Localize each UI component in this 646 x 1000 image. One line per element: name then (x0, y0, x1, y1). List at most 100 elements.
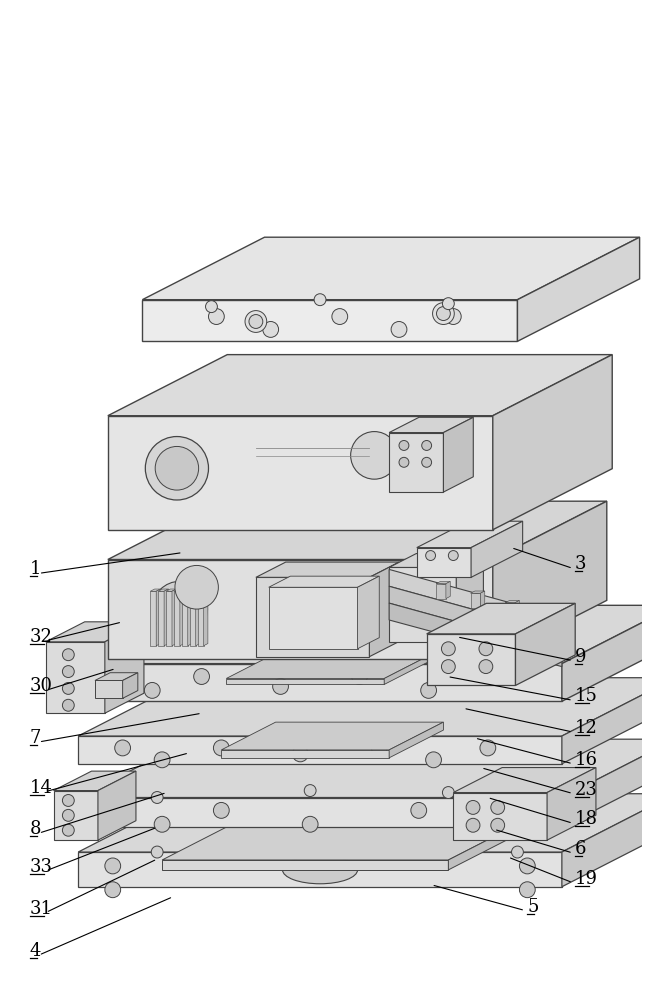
Circle shape (304, 785, 316, 797)
Polygon shape (417, 521, 523, 548)
Circle shape (426, 551, 435, 560)
Polygon shape (78, 664, 562, 701)
Circle shape (466, 818, 480, 832)
Circle shape (115, 669, 130, 684)
Circle shape (443, 787, 454, 798)
Polygon shape (222, 750, 389, 758)
Circle shape (519, 882, 536, 898)
Circle shape (411, 802, 426, 818)
Circle shape (275, 839, 286, 851)
Polygon shape (505, 603, 515, 618)
Polygon shape (198, 589, 208, 591)
Circle shape (194, 669, 209, 684)
Polygon shape (182, 591, 188, 646)
Polygon shape (357, 576, 379, 649)
Polygon shape (515, 601, 519, 618)
Circle shape (105, 802, 121, 818)
Polygon shape (389, 567, 456, 642)
Circle shape (421, 682, 437, 698)
Polygon shape (108, 560, 493, 659)
Polygon shape (180, 589, 184, 646)
Polygon shape (493, 355, 612, 530)
Text: 4: 4 (30, 942, 41, 960)
Circle shape (63, 795, 74, 806)
Circle shape (480, 816, 495, 832)
Circle shape (391, 322, 407, 337)
Ellipse shape (160, 589, 200, 629)
Text: 5: 5 (527, 898, 538, 916)
Text: 3: 3 (575, 555, 587, 573)
Circle shape (433, 303, 454, 324)
Polygon shape (384, 649, 441, 684)
Polygon shape (453, 793, 547, 840)
Polygon shape (162, 860, 448, 870)
Polygon shape (174, 591, 180, 646)
Polygon shape (158, 589, 169, 591)
Polygon shape (443, 417, 474, 492)
Circle shape (105, 858, 121, 874)
Polygon shape (123, 673, 138, 698)
Circle shape (479, 642, 493, 656)
Polygon shape (256, 562, 399, 577)
Circle shape (151, 846, 163, 858)
Polygon shape (151, 591, 156, 646)
Polygon shape (562, 605, 646, 701)
Polygon shape (95, 680, 123, 698)
Circle shape (519, 858, 536, 874)
Polygon shape (436, 581, 450, 584)
Polygon shape (108, 355, 612, 416)
Circle shape (209, 309, 224, 324)
Polygon shape (470, 593, 481, 608)
Circle shape (154, 752, 170, 768)
Polygon shape (389, 569, 562, 634)
Polygon shape (426, 603, 575, 634)
Circle shape (479, 660, 493, 674)
Polygon shape (46, 622, 144, 642)
Polygon shape (547, 768, 596, 840)
Circle shape (115, 740, 130, 756)
Text: 7: 7 (30, 729, 41, 747)
Circle shape (399, 440, 409, 450)
Circle shape (245, 311, 267, 332)
Polygon shape (190, 591, 196, 646)
Circle shape (371, 740, 387, 756)
Circle shape (302, 816, 318, 832)
Polygon shape (162, 806, 554, 860)
Polygon shape (174, 589, 184, 591)
Polygon shape (172, 589, 176, 646)
Polygon shape (226, 679, 384, 684)
Polygon shape (446, 581, 450, 599)
Polygon shape (98, 771, 136, 840)
Polygon shape (188, 589, 192, 646)
Polygon shape (370, 562, 399, 657)
Polygon shape (426, 634, 516, 685)
Circle shape (480, 669, 495, 684)
Polygon shape (389, 554, 483, 567)
Polygon shape (562, 739, 646, 827)
Circle shape (519, 802, 536, 818)
Circle shape (512, 792, 523, 803)
Circle shape (466, 800, 480, 814)
Ellipse shape (175, 565, 218, 609)
Polygon shape (95, 673, 138, 680)
Text: 6: 6 (575, 840, 587, 858)
Ellipse shape (155, 446, 198, 490)
Polygon shape (142, 300, 517, 341)
Circle shape (426, 752, 441, 768)
Circle shape (443, 298, 454, 310)
Text: 31: 31 (30, 900, 53, 918)
Polygon shape (481, 591, 484, 608)
Circle shape (445, 309, 461, 324)
Circle shape (448, 551, 458, 560)
Text: 14: 14 (30, 779, 52, 797)
Polygon shape (516, 603, 575, 685)
Polygon shape (389, 722, 443, 758)
Polygon shape (158, 591, 164, 646)
Polygon shape (151, 589, 160, 591)
Polygon shape (156, 589, 160, 646)
Polygon shape (389, 433, 443, 492)
Polygon shape (471, 521, 523, 577)
Circle shape (63, 666, 74, 678)
Polygon shape (78, 852, 562, 887)
Polygon shape (436, 584, 446, 599)
